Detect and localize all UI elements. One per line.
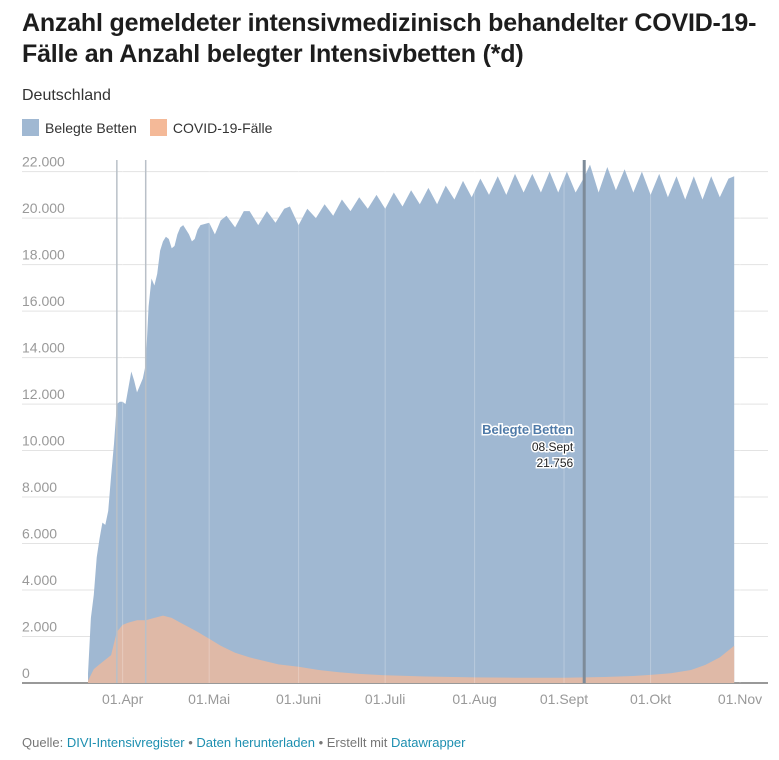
separator: • xyxy=(188,735,193,750)
x-tick-label: 01.Apr xyxy=(102,691,144,707)
tooltip-date: 08.Sept xyxy=(532,440,574,454)
legend-swatch xyxy=(149,119,167,136)
chart-subtitle: Deutschland xyxy=(22,87,111,104)
y-tick-label: 14.000 xyxy=(22,340,65,356)
y-tick-label: 4.000 xyxy=(22,572,57,588)
x-tick-label: 01.Okt xyxy=(630,691,671,707)
x-tick-label: 01.Nov xyxy=(718,691,762,707)
area-belegte-betten xyxy=(88,164,735,684)
y-tick-label: 10.000 xyxy=(22,433,65,449)
separator: • xyxy=(318,735,324,750)
y-tick-label: 22.000 xyxy=(22,154,65,170)
y-tick-label: 18.000 xyxy=(22,247,65,263)
y-tick-label: 2.000 xyxy=(22,619,57,635)
x-tick-label: 01.Juli xyxy=(365,691,405,707)
footer: Quelle: DIVI-Intensivregister • Daten he… xyxy=(22,735,465,750)
y-tick-label: 16.000 xyxy=(22,293,65,309)
y-tick-label: 0 xyxy=(22,665,30,681)
tooltip-value: 21.756 xyxy=(536,456,573,470)
legend-label: Belegte Betten xyxy=(45,119,137,136)
source-link[interactable]: DIVI-Intensivregister xyxy=(66,735,185,750)
created-label: Erstellt mit xyxy=(326,735,388,750)
download-data-link[interactable]: Daten herunterladen xyxy=(196,735,315,750)
x-tick-label: 01.Juni xyxy=(276,691,321,707)
y-tick-label: 8.000 xyxy=(22,479,57,495)
tooltip: Belegte Betten 08.Sept 21.756 xyxy=(481,421,576,472)
x-tick-label: 01.Mai xyxy=(188,691,230,707)
x-tick-label: 01.Aug xyxy=(452,691,496,707)
chart-title: Anzahl gemeldeter intensivmedizinisch be… xyxy=(22,9,757,68)
y-tick-label: 6.000 xyxy=(22,526,57,542)
x-tick-label: 01.Sept xyxy=(540,691,588,707)
area-covid-19-fälle xyxy=(88,615,735,683)
tooltip-series: Belegte Betten xyxy=(482,422,573,437)
source-label: Quelle: xyxy=(22,735,64,750)
legend-item-covid-faelle[interactable]: COVID-19-Fälle xyxy=(149,119,273,136)
y-tick-label: 20.000 xyxy=(22,200,65,216)
legend-label: COVID-19-Fälle xyxy=(172,119,273,136)
legend: Belegte Betten COVID-19-Fälle xyxy=(22,119,272,136)
legend-swatch xyxy=(22,119,39,136)
datawrapper-link[interactable]: Datawrapper xyxy=(391,735,466,750)
y-tick-label: 12.000 xyxy=(22,386,65,402)
legend-item-belegte-betten[interactable]: Belegte Betten xyxy=(22,119,137,136)
